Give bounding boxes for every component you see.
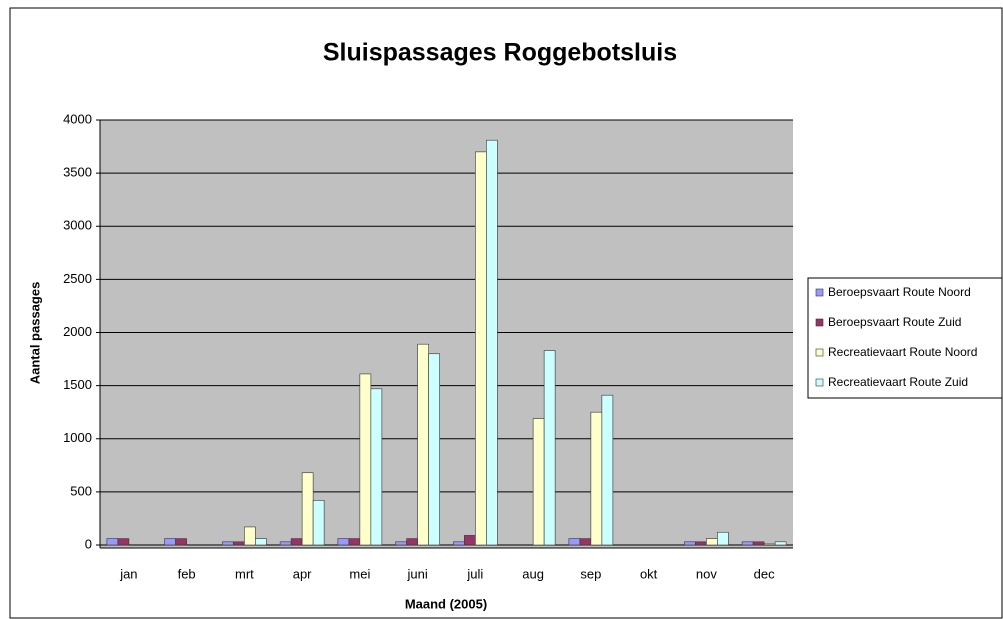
y-tick-label: 2500 <box>63 271 92 286</box>
bar <box>706 538 718 546</box>
bar <box>312 500 325 546</box>
y-tick-label: 1000 <box>63 430 92 445</box>
bar <box>453 541 465 546</box>
bar <box>175 538 187 546</box>
bar <box>244 526 256 546</box>
bar <box>106 538 119 546</box>
bar <box>486 139 498 546</box>
x-tick-label: nov <box>696 566 717 581</box>
bar <box>290 538 303 546</box>
bar <box>568 538 581 546</box>
bar <box>774 541 787 546</box>
y-tick-label: 3000 <box>63 218 92 233</box>
y-axis-title: Aantal passages <box>27 282 42 385</box>
bar <box>233 541 245 546</box>
x-axis-title: Maand (2005) <box>405 596 487 611</box>
x-tick-label: mei <box>349 566 370 581</box>
x-tick-label: okt <box>640 566 658 581</box>
x-tick-label: mrt <box>235 566 254 581</box>
bar <box>370 388 383 546</box>
bar <box>601 394 614 546</box>
bar <box>337 538 350 546</box>
legend-swatch <box>815 288 824 297</box>
y-tick-label: 500 <box>70 483 92 498</box>
legend-text: Recreatievaart Route Zuid <box>828 375 968 389</box>
bar <box>684 541 696 546</box>
bar <box>255 538 267 546</box>
x-tick-label: dec <box>754 566 775 581</box>
bar <box>406 538 418 546</box>
bar <box>695 541 707 546</box>
x-tick-label: apr <box>293 566 312 581</box>
plot-area <box>100 120 793 548</box>
y-tick-label: 2000 <box>63 324 92 339</box>
legend-swatch <box>815 318 824 327</box>
bar <box>532 418 545 546</box>
y-tick-label: 4000 <box>63 111 92 126</box>
legend-box <box>807 277 1003 399</box>
y-tick-label: 0 <box>85 536 92 551</box>
bar <box>475 151 487 546</box>
bar <box>164 538 176 546</box>
x-tick-label: aug <box>522 566 544 581</box>
bar <box>117 538 130 546</box>
x-tick-label: sep <box>580 566 601 581</box>
bar <box>428 353 440 546</box>
legend-text: Beroepsvaart Route Noord <box>828 285 971 299</box>
legend-swatch <box>815 378 824 387</box>
x-tick-label: juni <box>407 566 428 581</box>
y-tick-label: 3500 <box>63 165 92 180</box>
bar <box>279 541 292 546</box>
legend-text: Beroepsvaart Route Zuid <box>828 315 961 329</box>
bar <box>464 535 476 546</box>
legend-swatch <box>815 348 824 357</box>
chart-title: Sluispassages Roggebotsluis <box>323 39 677 67</box>
bar <box>395 541 407 546</box>
bar <box>417 343 429 546</box>
y-tick-label: 1500 <box>63 377 92 392</box>
bar <box>301 472 314 546</box>
bar <box>543 350 556 546</box>
bar <box>359 373 372 546</box>
bar <box>717 531 729 546</box>
bar <box>590 411 603 546</box>
bar <box>763 543 776 546</box>
bar <box>222 541 234 546</box>
x-tick-label: jan <box>119 566 137 581</box>
bar <box>579 538 592 546</box>
x-tick-label: juli <box>466 566 483 581</box>
legend-text: Recreatievaart Route Noord <box>828 345 977 359</box>
x-tick-label: feb <box>178 566 196 581</box>
bar <box>741 541 754 546</box>
bar <box>752 541 765 546</box>
bar <box>348 538 361 546</box>
